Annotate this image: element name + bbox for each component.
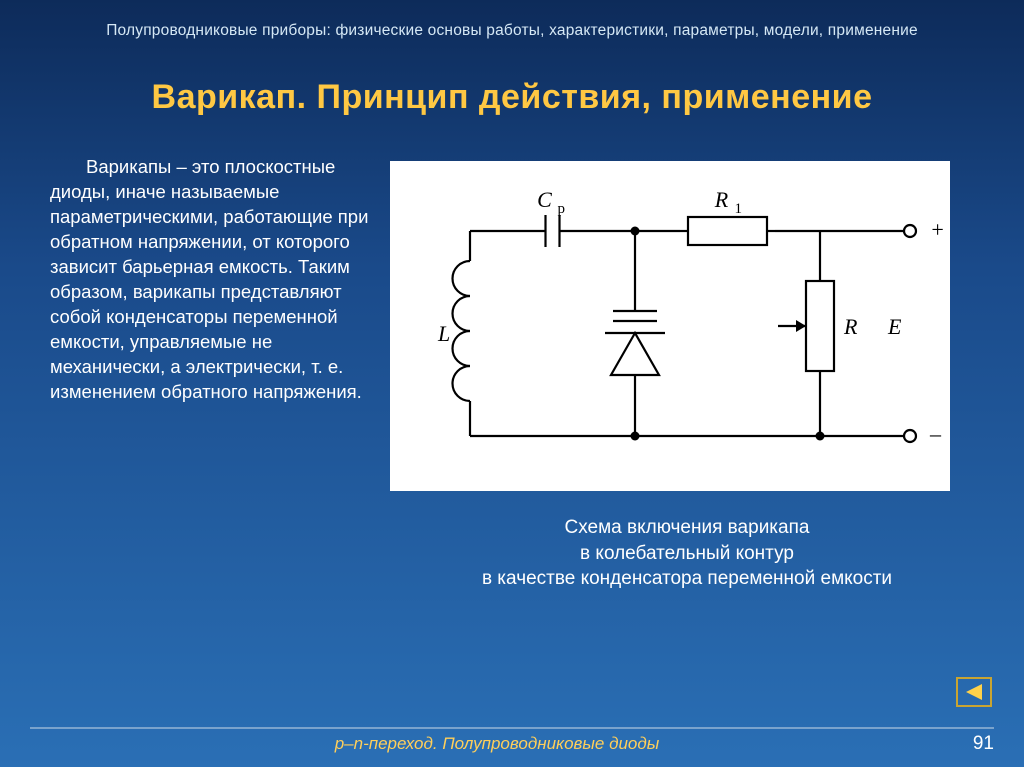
figure-column: CpR1LRE+– Схема включения варикапа в кол… [390,155,984,592]
back-button[interactable] [956,677,992,707]
svg-text:p: p [558,201,566,217]
svg-text:+: + [930,217,945,242]
svg-text:–: – [929,421,942,446]
slide-title: Варикап. Принцип действия, применение [0,40,1024,117]
svg-text:C: C [537,187,552,212]
page-number: 91 [954,733,994,755]
back-arrow-icon [964,683,984,701]
svg-text:1: 1 [735,201,743,217]
body-text: Варикапы – это плоскостные диоды, иначе … [50,155,372,592]
footer-divider [30,727,994,729]
svg-text:E: E [887,314,902,339]
svg-text:R: R [714,187,729,212]
svg-text:L: L [437,321,450,346]
figure-caption: Схема включения варикапа в колебательный… [390,515,984,592]
footer-text: р–n-переход. Полупроводниковые диоды [40,734,954,754]
slide-header: Полупроводниковые приборы: физические ос… [0,0,1024,40]
slide-footer: р–n-переход. Полупроводниковые диоды 91 [0,733,1024,767]
content-area: Варикапы – это плоскостные диоды, иначе … [0,117,1024,592]
circuit-diagram: CpR1LRE+– [390,161,950,491]
svg-text:R: R [843,314,858,339]
